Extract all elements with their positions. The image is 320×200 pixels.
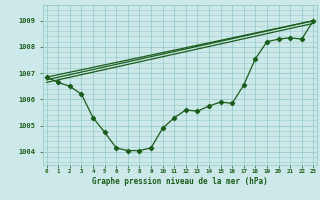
X-axis label: Graphe pression niveau de la mer (hPa): Graphe pression niveau de la mer (hPa) [92, 177, 268, 186]
